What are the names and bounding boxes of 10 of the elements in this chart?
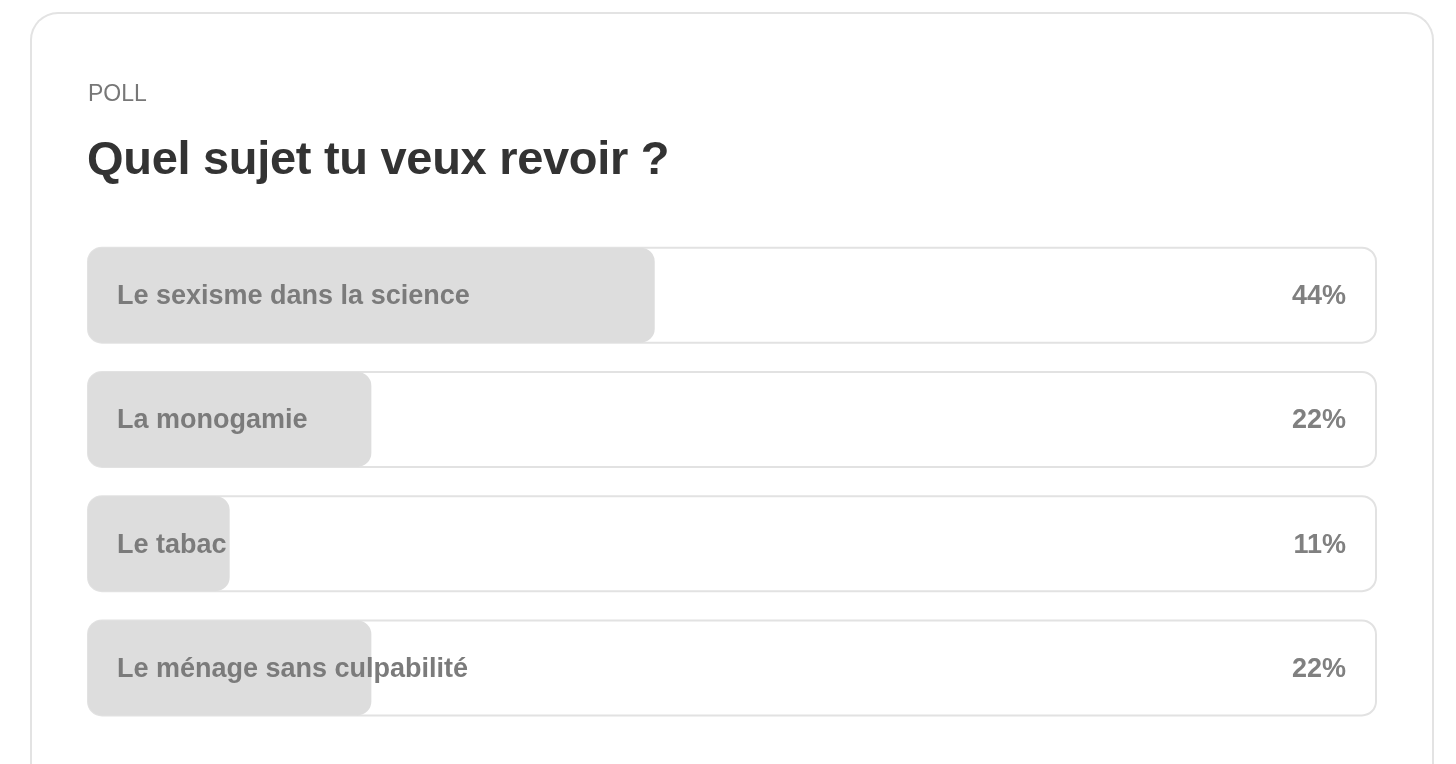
data-label: 44%: [1291, 280, 1346, 311]
y-tick-label: Le sexisme dans la science: [117, 280, 470, 311]
data-label: 22%: [1291, 404, 1346, 435]
data-label: 22%: [1291, 652, 1346, 683]
y-tick-label: La monogamie: [117, 404, 308, 435]
y-tick-label: Le tabac: [117, 528, 227, 559]
y-tick-label: Le ménage sans culpabilité: [117, 652, 469, 683]
chart-subtitle: POLL: [88, 80, 147, 107]
data-label: 11%: [1293, 528, 1346, 559]
chart-title: Quel sujet tu veux revoir ?: [87, 130, 670, 185]
